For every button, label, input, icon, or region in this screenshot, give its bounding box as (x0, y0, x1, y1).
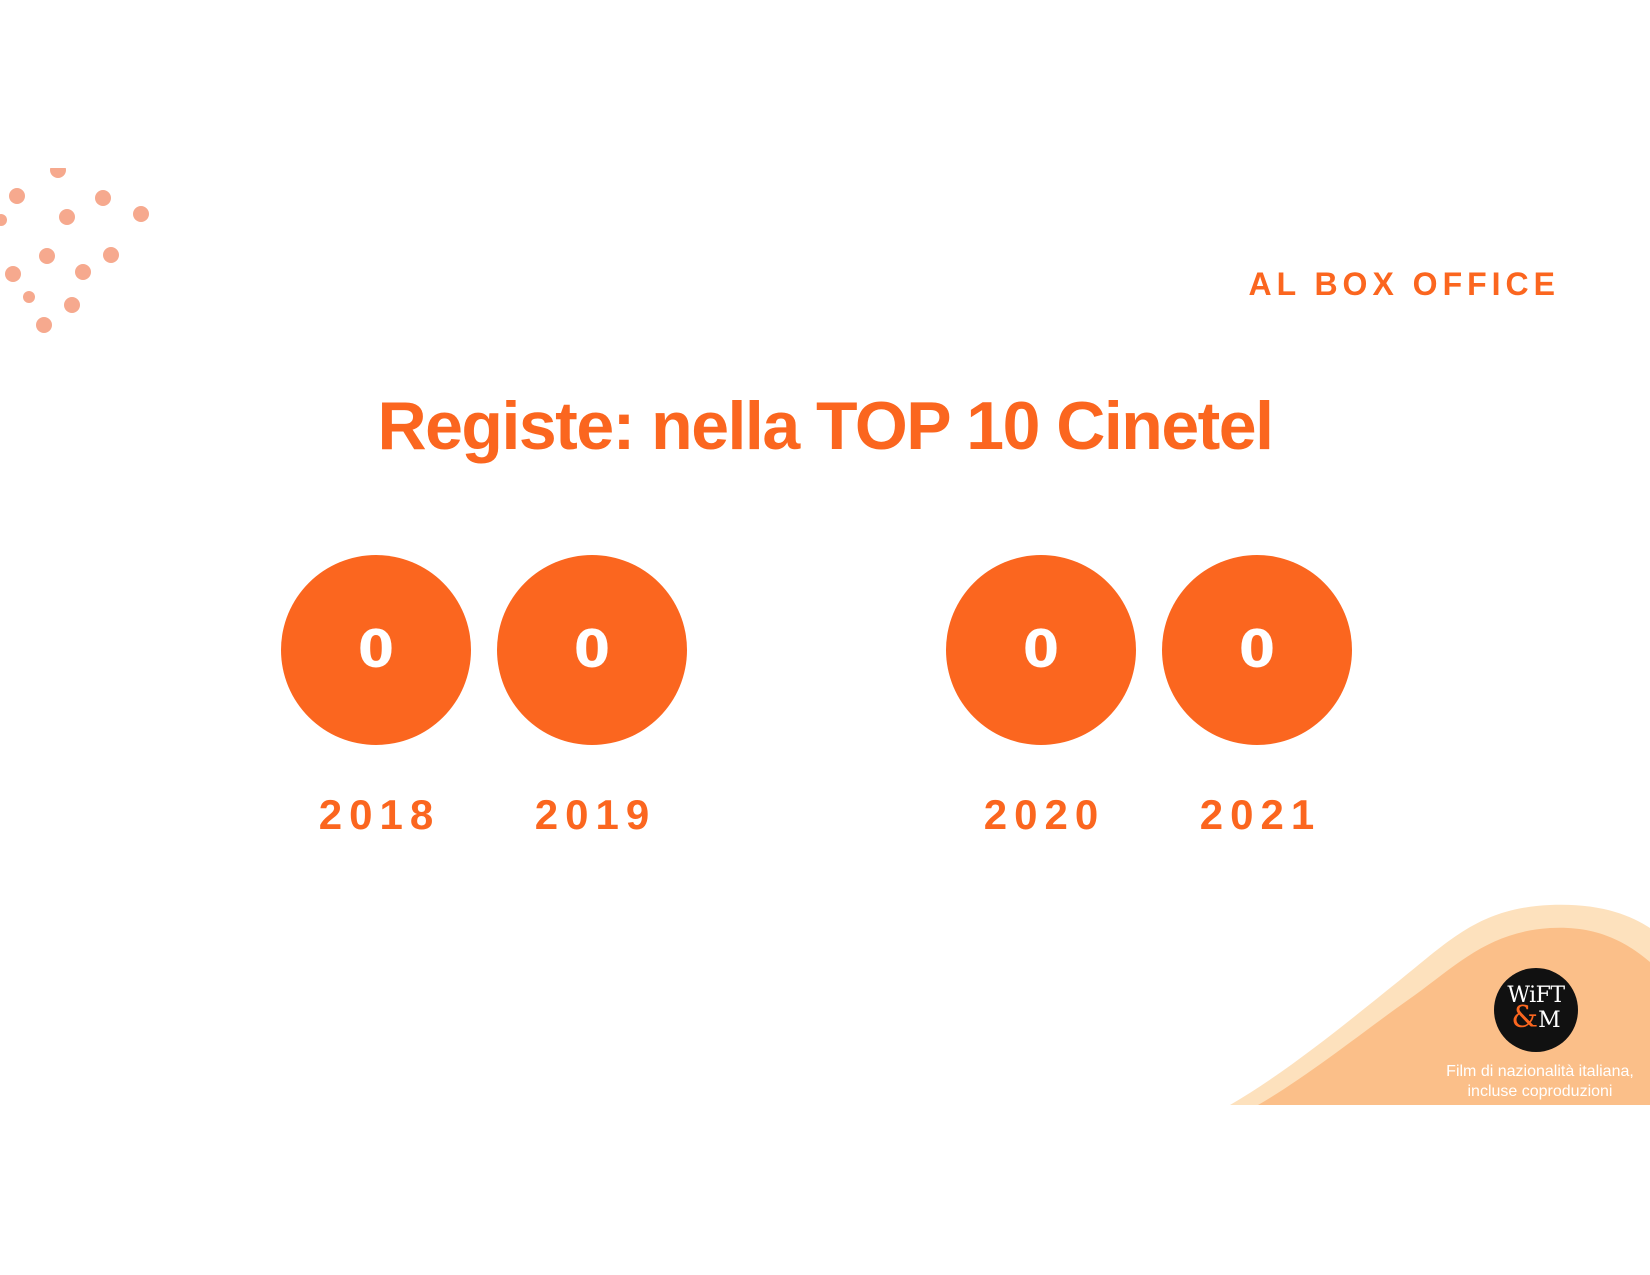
stat-2021: 0 2021 (1162, 555, 1352, 839)
dot (64, 297, 80, 313)
stat-value-circle: 0 (1162, 555, 1352, 745)
dot (133, 206, 149, 222)
dot (23, 291, 35, 303)
section-label: AL BOX OFFICE (1248, 266, 1560, 302)
dot (9, 188, 25, 204)
dot (59, 209, 75, 225)
stat-year-label: 2019 (534, 791, 657, 838)
dot (5, 266, 21, 282)
decorative-dots (0, 168, 149, 333)
stat-value-circle: 0 (497, 555, 687, 745)
stat-2020: 0 2020 (946, 555, 1136, 839)
footnote-line-2: incluse coproduzioni (1467, 1083, 1613, 1100)
logo-text-m: M (1538, 1008, 1561, 1033)
logo-text-bottom: &M (1494, 1003, 1578, 1033)
logo-text-top: WiFT (1507, 983, 1565, 1008)
stat-2018: 0 2018 (281, 555, 471, 839)
dot (75, 264, 91, 280)
dot (0, 214, 7, 226)
logo-ampersand: & (1511, 1000, 1539, 1035)
stat-2019: 0 2019 (497, 555, 687, 839)
stat-year-label: 2021 (1199, 791, 1322, 838)
stat-value-circle: 0 (946, 555, 1136, 745)
stat-value-circle: 0 (281, 555, 471, 745)
footnote-line-1: Film di nazionalità italiana, (1446, 1063, 1634, 1080)
dot (95, 190, 111, 206)
dot (36, 317, 52, 333)
stat-year-label: 2020 (983, 791, 1106, 838)
page-title: Registe: nella TOP 10 Cinetel (377, 388, 1275, 464)
stat-year-label: 2018 (318, 791, 441, 838)
footnote: Film di nazionalità italiana, incluse co… (1420, 1062, 1650, 1102)
dot (103, 247, 119, 263)
dot (39, 248, 55, 264)
dot (50, 168, 66, 178)
wiftm-logo: WiFT &M (1494, 968, 1578, 1052)
